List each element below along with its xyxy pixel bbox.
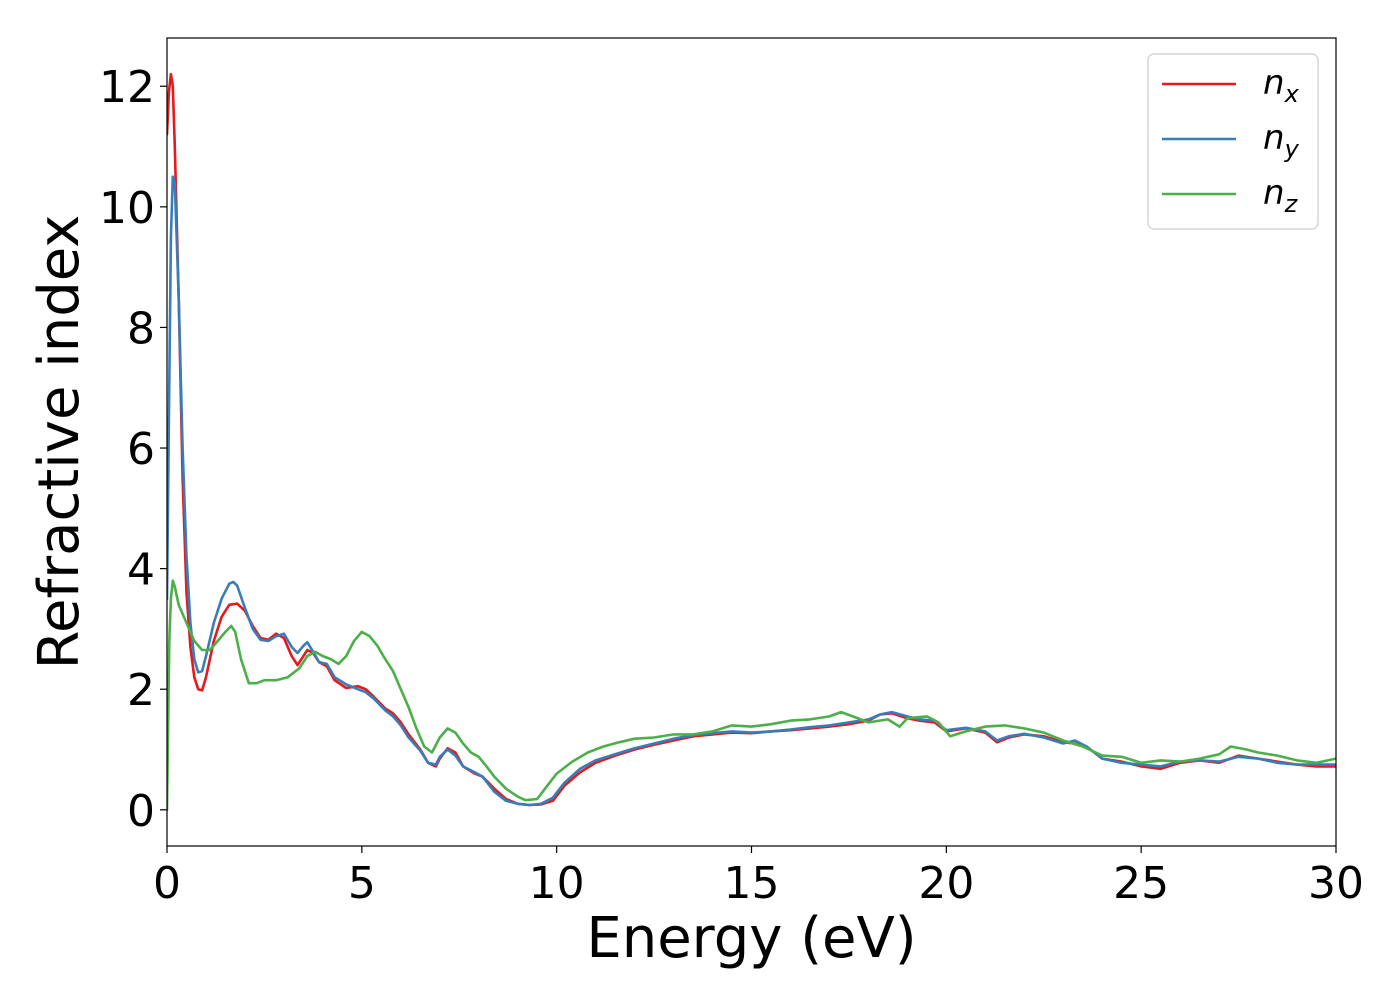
legend-label-base: n (1263, 63, 1285, 103)
series-line-nz (167, 579, 1336, 812)
legend-label-base: n (1263, 173, 1285, 213)
x-axis: 0 5 10 15 20 25 30 (153, 846, 1364, 909)
y-tick-label: 6 (127, 424, 155, 475)
x-tick-label: 0 (153, 858, 181, 909)
x-tick-label: 15 (724, 858, 780, 909)
y-tick-label: 12 (99, 62, 155, 113)
y-tick-label: 4 (127, 545, 155, 596)
series-line-ny (167, 175, 1336, 807)
x-tick-label: 10 (529, 858, 585, 909)
legend-label-subscript: y (1284, 135, 1300, 163)
x-tick-label: 25 (1113, 858, 1169, 909)
x-tick-label: 5 (348, 858, 376, 909)
legend-label-nx: nx (1263, 63, 1300, 108)
legend-label-ny: ny (1263, 118, 1300, 163)
legend-label-nz: nz (1263, 173, 1299, 218)
legend-label-subscript: z (1284, 190, 1299, 218)
y-axis-title: Refractive index (27, 215, 92, 670)
x-tick-label: 20 (918, 858, 974, 909)
y-axis: 0 2 4 6 8 10 12 (99, 62, 167, 837)
y-tick-label: 8 (127, 303, 155, 354)
legend-label-base: n (1263, 118, 1285, 158)
legend-label-subscript: x (1284, 80, 1300, 108)
y-tick-label: 2 (127, 665, 155, 716)
y-tick-label: 10 (99, 183, 155, 234)
x-axis-title: Energy (eV) (586, 906, 916, 971)
x-tick-label: 30 (1308, 858, 1364, 909)
legend-box (1147, 53, 1319, 230)
y-tick-label: 0 (127, 786, 155, 837)
plot-area (167, 72, 1336, 812)
